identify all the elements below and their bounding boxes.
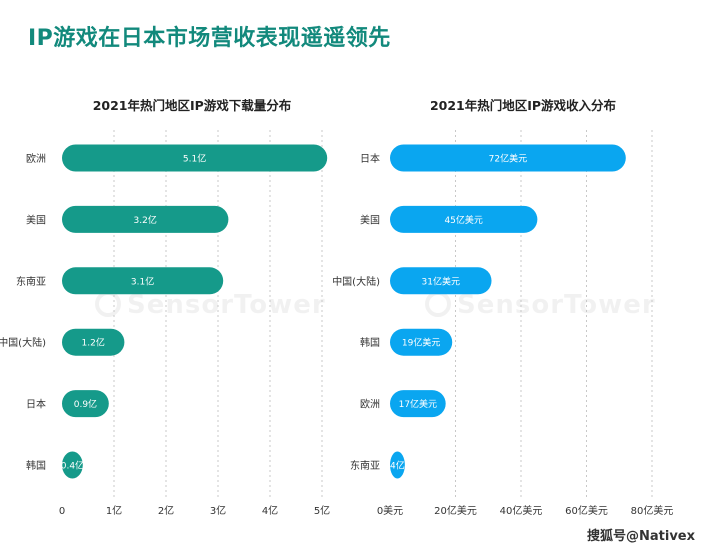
data-label: 3.2亿	[134, 214, 157, 226]
data-label: 3.1亿	[131, 275, 154, 287]
data-label: 5.1亿	[183, 153, 206, 165]
x-tick-label: 5亿	[314, 504, 330, 517]
downloads-bar	[62, 267, 224, 295]
watermark-text: SensorTower	[127, 290, 326, 320]
data-label: 45亿美元	[444, 214, 482, 226]
chart-title: 2021年热门地区IP游戏下载量分布	[93, 98, 292, 113]
category-label: 美国	[26, 213, 46, 226]
category-label: 美国	[360, 213, 380, 226]
downloads-bar	[62, 144, 328, 172]
x-tick-label: 2亿	[158, 504, 174, 517]
data-label: 1.2亿	[82, 337, 105, 349]
x-tick-label: 20亿美元	[434, 504, 477, 517]
x-tick-label: 4亿	[262, 504, 278, 517]
data-label: 31亿美元	[422, 275, 460, 287]
footer-credit: 搜狐号@Nativex	[587, 529, 695, 544]
x-tick-label: 0	[59, 506, 65, 517]
revenue-bar	[390, 267, 492, 295]
downloads-bar	[62, 205, 229, 233]
x-tick-label: 80亿美元	[631, 504, 674, 517]
data-label: 17亿美元	[399, 398, 437, 410]
x-tick-label: 60亿美元	[565, 504, 608, 517]
revenue-bar	[390, 390, 446, 418]
x-tick-label: 0美元	[377, 504, 403, 517]
x-tick-label: 1亿	[106, 504, 122, 517]
data-label: 72亿美元	[489, 153, 527, 165]
category-label: 东南亚	[16, 275, 46, 288]
data-label: 19亿美元	[402, 337, 440, 349]
category-label: 日本	[360, 152, 380, 165]
category-label: 韩国	[26, 459, 46, 472]
revenue-bar	[390, 328, 453, 356]
watermark-left: SensorTower	[95, 290, 326, 320]
revenue-chart: 2021年热门地区IP游戏收入分布 0美元 20亿美元 40亿美元 60亿美元 80亿美元…	[332, 98, 674, 517]
revenue-bar	[390, 451, 405, 479]
revenue-bar	[390, 205, 538, 233]
category-label: 中国(大陆)	[332, 275, 380, 288]
data-label: 0.4亿	[61, 460, 84, 472]
downloads-bar	[62, 451, 83, 479]
data-label: 4亿	[390, 460, 405, 472]
downloads-bar	[62, 390, 109, 418]
chart-title: 2021年热门地区IP游戏收入分布	[430, 98, 617, 113]
category-label: 欧洲	[26, 153, 46, 165]
category-label: 韩国	[360, 336, 380, 349]
category-label: 中国(大陆)	[0, 336, 46, 349]
downloads-bar	[62, 328, 125, 356]
watermark-text: SensorTower	[457, 290, 656, 320]
data-label: 0.9亿	[74, 398, 97, 410]
x-tick-label: 3亿	[210, 504, 226, 517]
page-title: IP游戏在日本市场营收表现遥遥领先	[28, 26, 391, 51]
revenue-bar	[390, 144, 626, 172]
x-tick-label: 40亿美元	[500, 504, 543, 517]
category-label: 日本	[26, 398, 46, 411]
category-label: 欧洲	[360, 399, 380, 411]
category-label: 东南亚	[350, 459, 380, 472]
